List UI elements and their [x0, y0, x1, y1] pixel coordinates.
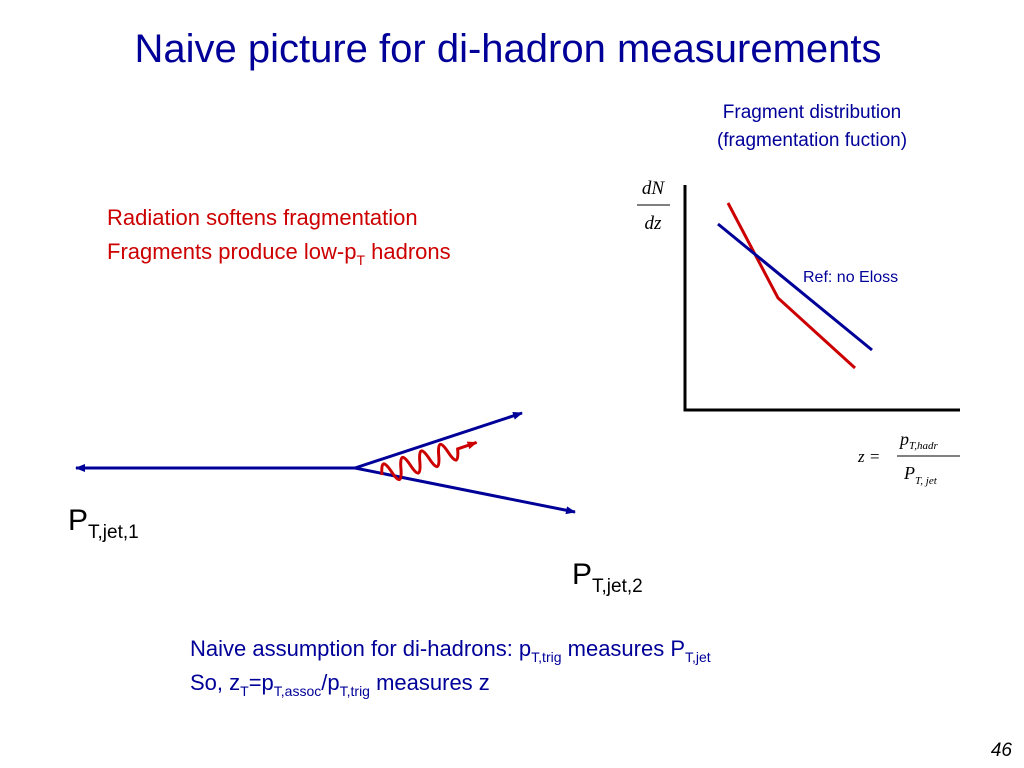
- note-tail: hadrons: [365, 239, 451, 264]
- formula-den-sub: T, jet: [915, 475, 938, 487]
- jet2-sub: T,jet,2: [592, 576, 643, 597]
- text: measures z: [370, 670, 490, 695]
- formula-den-main: P: [903, 463, 915, 483]
- jet2-label: PT,jet,2: [572, 558, 643, 597]
- formula-lhs: z =: [857, 447, 880, 466]
- text: Naive assumption for di-hadrons: p: [190, 636, 531, 661]
- gluon-radiation: [380, 441, 478, 482]
- formula-den: PT, jet: [903, 463, 938, 487]
- formula-num: pT,hadr: [898, 429, 939, 452]
- sub: T,assoc: [274, 683, 321, 699]
- note-line: Radiation softens fragmentation: [107, 205, 418, 230]
- jet1-main: P: [68, 504, 88, 537]
- plot-title: (fragmentation fuction): [717, 130, 907, 151]
- text: /p: [321, 670, 339, 695]
- slide-title: Naive picture for di-hadron measurements: [134, 27, 881, 71]
- jet1-sub: T,jet,1: [88, 522, 139, 543]
- ref-label: Ref: no Eloss: [803, 269, 898, 286]
- text: =p: [249, 670, 274, 695]
- axes: [683, 185, 960, 412]
- jet2-arrow: [354, 466, 576, 515]
- jet1-label: PT,jet,1: [68, 504, 139, 543]
- y-label-num: dN: [642, 178, 666, 199]
- modified-curve: [726, 202, 857, 370]
- assumption-line: Naive assumption for di-hadrons: pT,trig…: [190, 636, 711, 665]
- sub: T: [240, 683, 249, 699]
- y-label-den: dz: [645, 213, 663, 234]
- sub: T,trig: [340, 683, 370, 699]
- page-number: 46: [991, 740, 1013, 761]
- text: measures P: [562, 636, 686, 661]
- text: So, z: [190, 670, 240, 695]
- plot-title: Fragment distribution: [723, 102, 901, 123]
- note-text: Fragments produce low-p: [107, 239, 356, 264]
- formula-num-sub: T,hadr: [909, 440, 939, 452]
- reference-curve: [717, 222, 873, 352]
- note-line: Fragments produce low-pT hadrons: [107, 239, 451, 268]
- jet2-hadron-arrow: [354, 411, 523, 470]
- assumption-line: So, zT=pT,assoc/pT,trig measures z: [190, 670, 490, 699]
- sub: T,jet: [685, 649, 711, 665]
- formula-num-main: p: [898, 429, 909, 449]
- note-sub: T: [356, 252, 365, 268]
- sub: T,trig: [531, 649, 561, 665]
- jet2-main: P: [572, 558, 592, 591]
